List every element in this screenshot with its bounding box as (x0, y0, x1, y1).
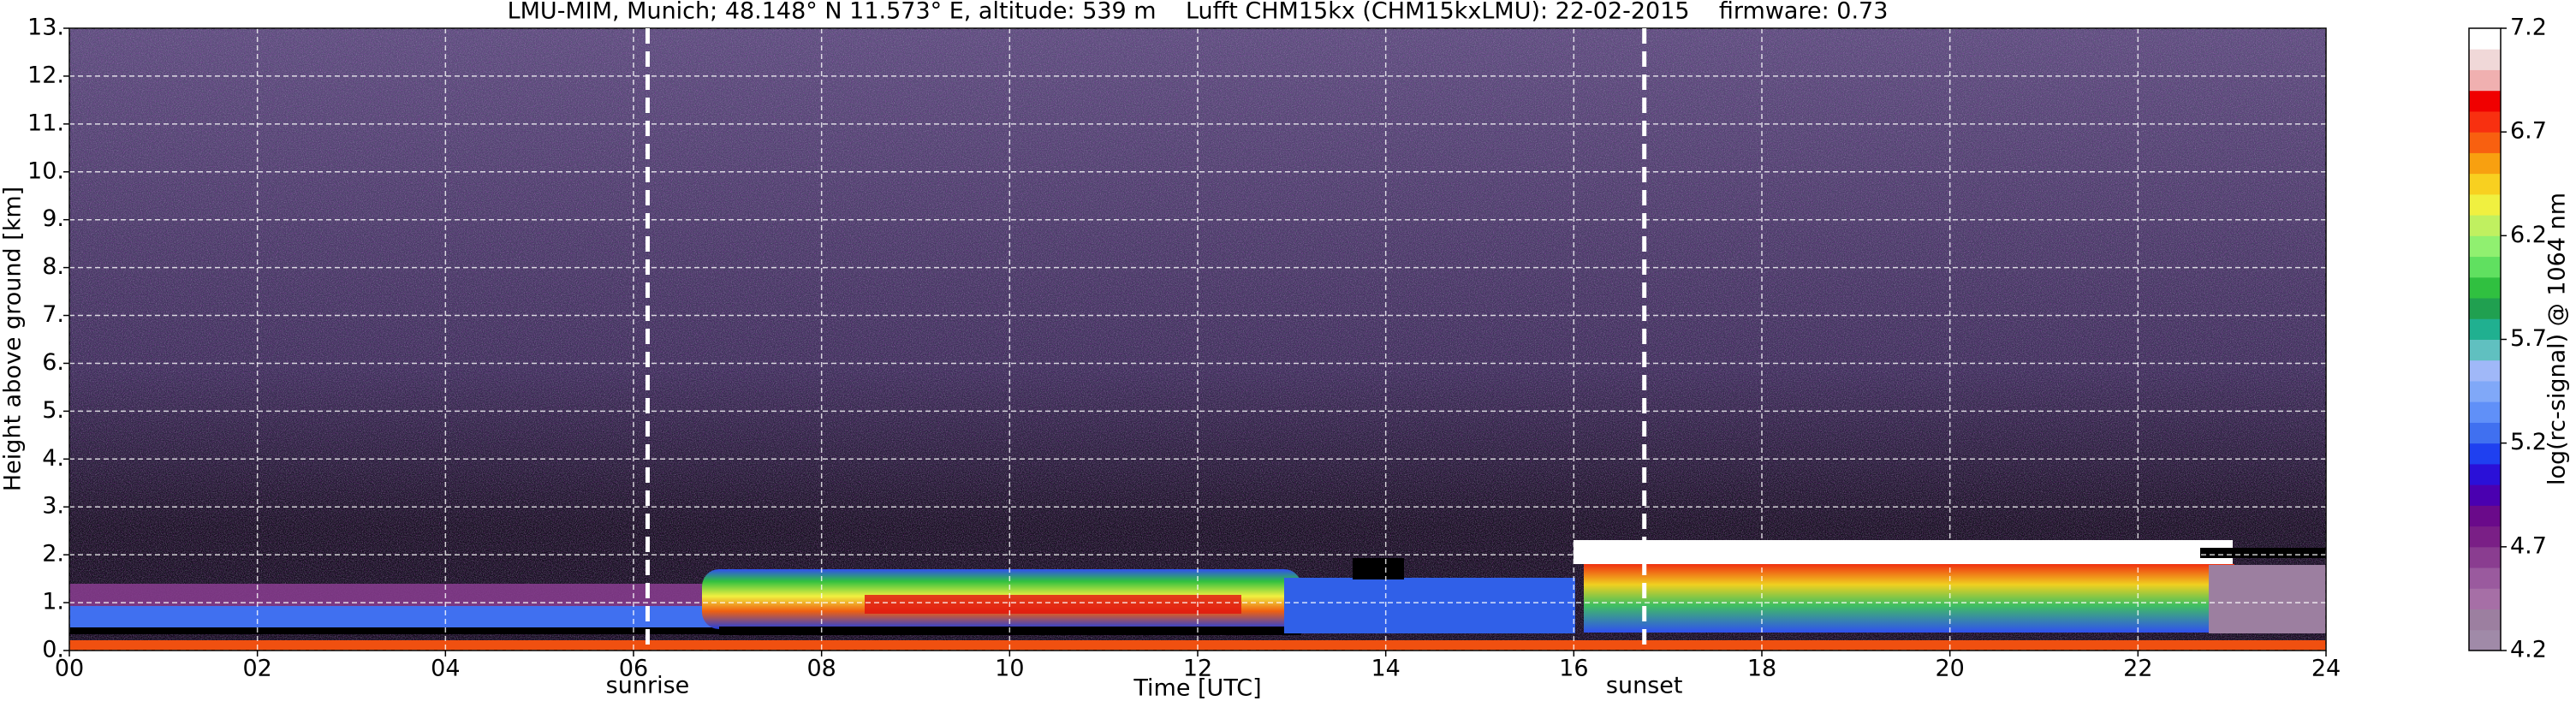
colorbar-swatch (2469, 298, 2501, 319)
colorbar-swatch (2469, 526, 2501, 548)
y-tick-label: 12. (27, 62, 64, 88)
annotation-label: sunrise (606, 673, 690, 699)
y-tick-label: 6. (42, 349, 64, 376)
colorbar-swatch (2469, 629, 2501, 651)
colorbar-swatch (2469, 339, 2501, 361)
x-tick-label: 20 (1935, 656, 1964, 682)
x-tick-label: 18 (1747, 656, 1776, 682)
colorbar-swatch (2469, 318, 2501, 340)
y-tick-label: 0. (42, 637, 64, 663)
colorbar-swatch (2469, 49, 2501, 70)
colorbar-swatch (2469, 546, 2501, 568)
colorbar-swatch (2469, 69, 2501, 92)
x-tick-label: 14 (1371, 656, 1400, 682)
colorbar-swatch (2469, 235, 2501, 258)
x-tick-label: 22 (2123, 656, 2152, 682)
x-tick-label: 08 (806, 656, 836, 682)
colorbar-swatch (2469, 422, 2501, 444)
colorbar-swatch (2469, 193, 2501, 216)
annotation-label: sunset (1606, 673, 1683, 699)
colorbar-swatch (2469, 152, 2501, 175)
colorbar-swatch (2469, 380, 2501, 402)
x-tick-label: 12 (1183, 656, 1212, 682)
y-tick-label: 7. (42, 301, 64, 328)
chart-title: LMU-MIM, Munich; 48.148° N 11.573° E, al… (508, 0, 1889, 25)
colorbar-label: log(rc-signal) @ 1064 nm (2544, 193, 2571, 485)
y-tick-label: 13. (27, 15, 64, 41)
y-tick-label: 10. (27, 157, 64, 184)
colorbar-swatch (2469, 215, 2501, 236)
colorbar-swatch (2469, 443, 2501, 465)
y-axis-label: Height above ground [km] (0, 187, 27, 491)
x-tick-label: 16 (1559, 656, 1588, 682)
x-axis-label: Time [UTC] (1133, 675, 1261, 702)
colorbar-swatch (2469, 484, 2501, 506)
x-tick-label: 06 (619, 656, 648, 682)
y-tick-label: 4. (42, 445, 64, 472)
y-tick-label: 3. (42, 493, 64, 520)
y-tick-label: 5. (42, 397, 64, 424)
y-tick-label: 11. (27, 110, 64, 136)
x-tick-label: 24 (2311, 656, 2341, 682)
y-tick-label: 8. (42, 253, 64, 280)
colorbar-tick-label: 6.7 (2510, 118, 2547, 145)
colorbar-swatch (2469, 110, 2501, 133)
colorbar-swatch (2469, 609, 2501, 631)
colorbar-swatch (2469, 256, 2501, 278)
x-tick-label: 00 (55, 656, 84, 682)
colorbar-swatch (2469, 28, 2501, 50)
colorbar-tick-label: 7.2 (2510, 15, 2547, 41)
colorbar-swatch (2469, 401, 2501, 423)
y-tick-label: 9. (42, 205, 64, 232)
x-tick-label: 04 (431, 656, 460, 682)
colorbar-swatch (2469, 588, 2501, 610)
colorbar-tick-label: 5.2 (2510, 429, 2547, 455)
colorbar-swatch (2469, 359, 2501, 382)
x-tick-label: 02 (242, 656, 271, 682)
colorbar-swatch (2469, 505, 2501, 527)
x-tick-label: 10 (995, 656, 1024, 682)
y-tick-label: 1. (42, 589, 64, 615)
colorbar-tick-label: 6.2 (2510, 222, 2547, 248)
colorbar-tick-label: 5.7 (2510, 325, 2547, 352)
colorbar-swatch (2469, 173, 2501, 195)
colorbar-tick-label: 4.2 (2510, 637, 2547, 663)
y-tick-label: 2. (42, 541, 64, 567)
colorbar-tick-label: 4.7 (2510, 532, 2547, 559)
colorbar-swatch (2469, 90, 2501, 112)
colorbar-swatch (2469, 276, 2501, 299)
colorbar-swatch (2469, 132, 2501, 153)
colorbar-swatch (2469, 463, 2501, 485)
colorbar-swatch (2469, 567, 2501, 589)
